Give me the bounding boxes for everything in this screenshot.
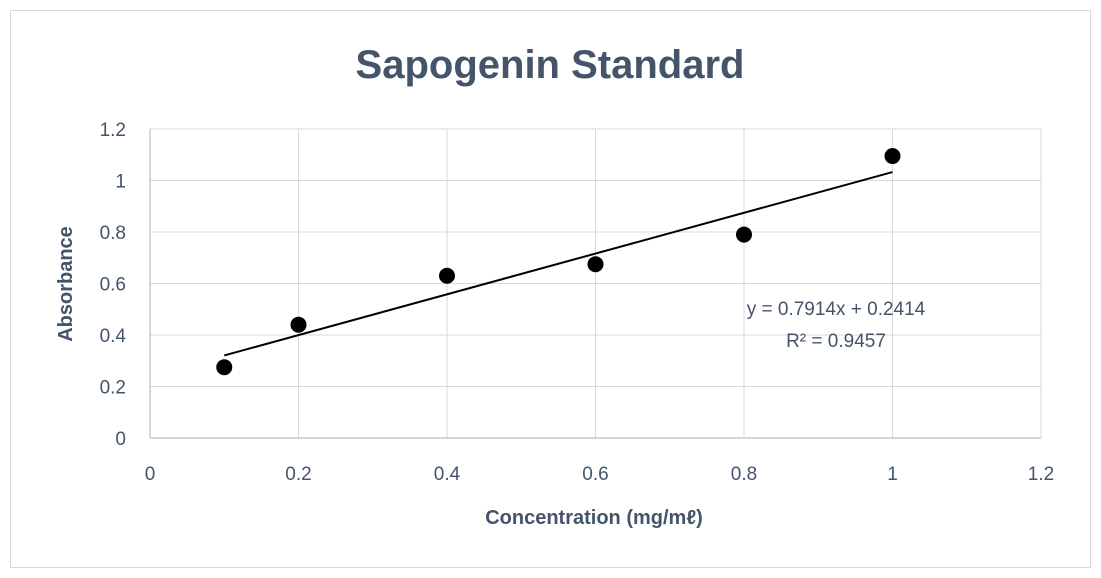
y-tick-label: 0.4 bbox=[100, 326, 127, 347]
x-tick-label: 0 bbox=[145, 464, 156, 485]
data-point bbox=[439, 267, 455, 284]
trendline bbox=[223, 171, 893, 357]
trendline-layer bbox=[223, 171, 893, 357]
y-tick-label: 0.6 bbox=[100, 275, 126, 296]
trendline-equation: y = 0.7914x + 0.2414 bbox=[747, 299, 926, 320]
data-point bbox=[736, 226, 752, 243]
data-point bbox=[884, 148, 901, 165]
axis-layer bbox=[149, 129, 1041, 439]
x-tick-labels: 0 0.2 0.4 0.6 0.8 1 1.2 bbox=[145, 464, 1055, 485]
x-tick-label: 1 bbox=[887, 464, 898, 485]
data-points bbox=[216, 148, 901, 376]
y-tick-label: 0.2 bbox=[100, 378, 126, 399]
y-tick-label: 1 bbox=[115, 172, 126, 193]
chart-title: Sapogenin Standard bbox=[356, 43, 745, 87]
y-tick-label: 1.2 bbox=[100, 120, 126, 141]
trendline-r-squared: R² = 0.9457 bbox=[786, 331, 886, 352]
y-axis-title: Absorbance bbox=[55, 226, 77, 342]
data-point bbox=[290, 316, 307, 333]
y-tick-label: 0.8 bbox=[100, 223, 126, 244]
x-tick-label: 0.4 bbox=[434, 464, 461, 485]
x-tick-label: 0.6 bbox=[582, 464, 608, 485]
grid-layer bbox=[150, 128, 1042, 438]
x-tick-label: 1.2 bbox=[1028, 464, 1054, 485]
x-axis-title: Concentration (mg/mℓ) bbox=[485, 507, 703, 529]
x-tick-label: 0.8 bbox=[731, 464, 757, 485]
data-point bbox=[587, 256, 604, 273]
x-tick-label: 0.2 bbox=[285, 464, 311, 485]
y-tick-label: 0 bbox=[115, 429, 126, 450]
y-tick-labels: 0 0.2 0.4 0.6 0.8 1 1.2 bbox=[100, 120, 127, 450]
data-point bbox=[216, 359, 233, 376]
chart-frame bbox=[10, 10, 1091, 568]
